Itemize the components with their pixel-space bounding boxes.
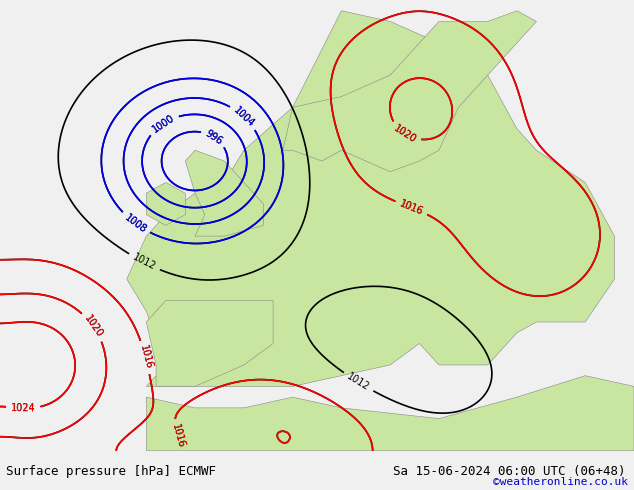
Text: 1016: 1016 — [138, 344, 153, 370]
Text: 1012: 1012 — [131, 252, 157, 272]
Text: 1016: 1016 — [171, 422, 186, 449]
Text: 1020: 1020 — [392, 123, 418, 145]
Polygon shape — [146, 300, 273, 387]
Text: Sa 15-06-2024 06:00 UTC (06+48): Sa 15-06-2024 06:00 UTC (06+48) — [393, 465, 626, 478]
Text: Surface pressure [hPa] ECMWF: Surface pressure [hPa] ECMWF — [6, 465, 216, 478]
Text: 1024: 1024 — [11, 403, 36, 413]
Text: 1004: 1004 — [231, 105, 256, 129]
Text: 1016: 1016 — [171, 422, 186, 449]
Text: 1016: 1016 — [138, 344, 153, 370]
Text: 1024: 1024 — [11, 403, 36, 413]
Polygon shape — [185, 150, 263, 236]
Polygon shape — [283, 11, 536, 171]
Text: 1012: 1012 — [346, 371, 372, 393]
Text: 996: 996 — [204, 128, 224, 147]
Text: 1000: 1000 — [150, 113, 176, 135]
Polygon shape — [146, 376, 634, 451]
Text: 1020: 1020 — [392, 123, 418, 145]
Text: 1016: 1016 — [398, 198, 425, 217]
Text: 1020: 1020 — [82, 314, 105, 340]
Text: 1016: 1016 — [398, 198, 425, 217]
Text: 1008: 1008 — [123, 212, 148, 235]
Text: 1008: 1008 — [123, 212, 148, 235]
Text: 1020: 1020 — [82, 314, 105, 340]
Text: 996: 996 — [204, 128, 224, 147]
Text: ©weatheronline.co.uk: ©weatheronline.co.uk — [493, 477, 628, 487]
Polygon shape — [146, 182, 185, 225]
Polygon shape — [127, 11, 614, 387]
Text: 1000: 1000 — [150, 113, 176, 135]
Text: 1004: 1004 — [231, 105, 256, 129]
